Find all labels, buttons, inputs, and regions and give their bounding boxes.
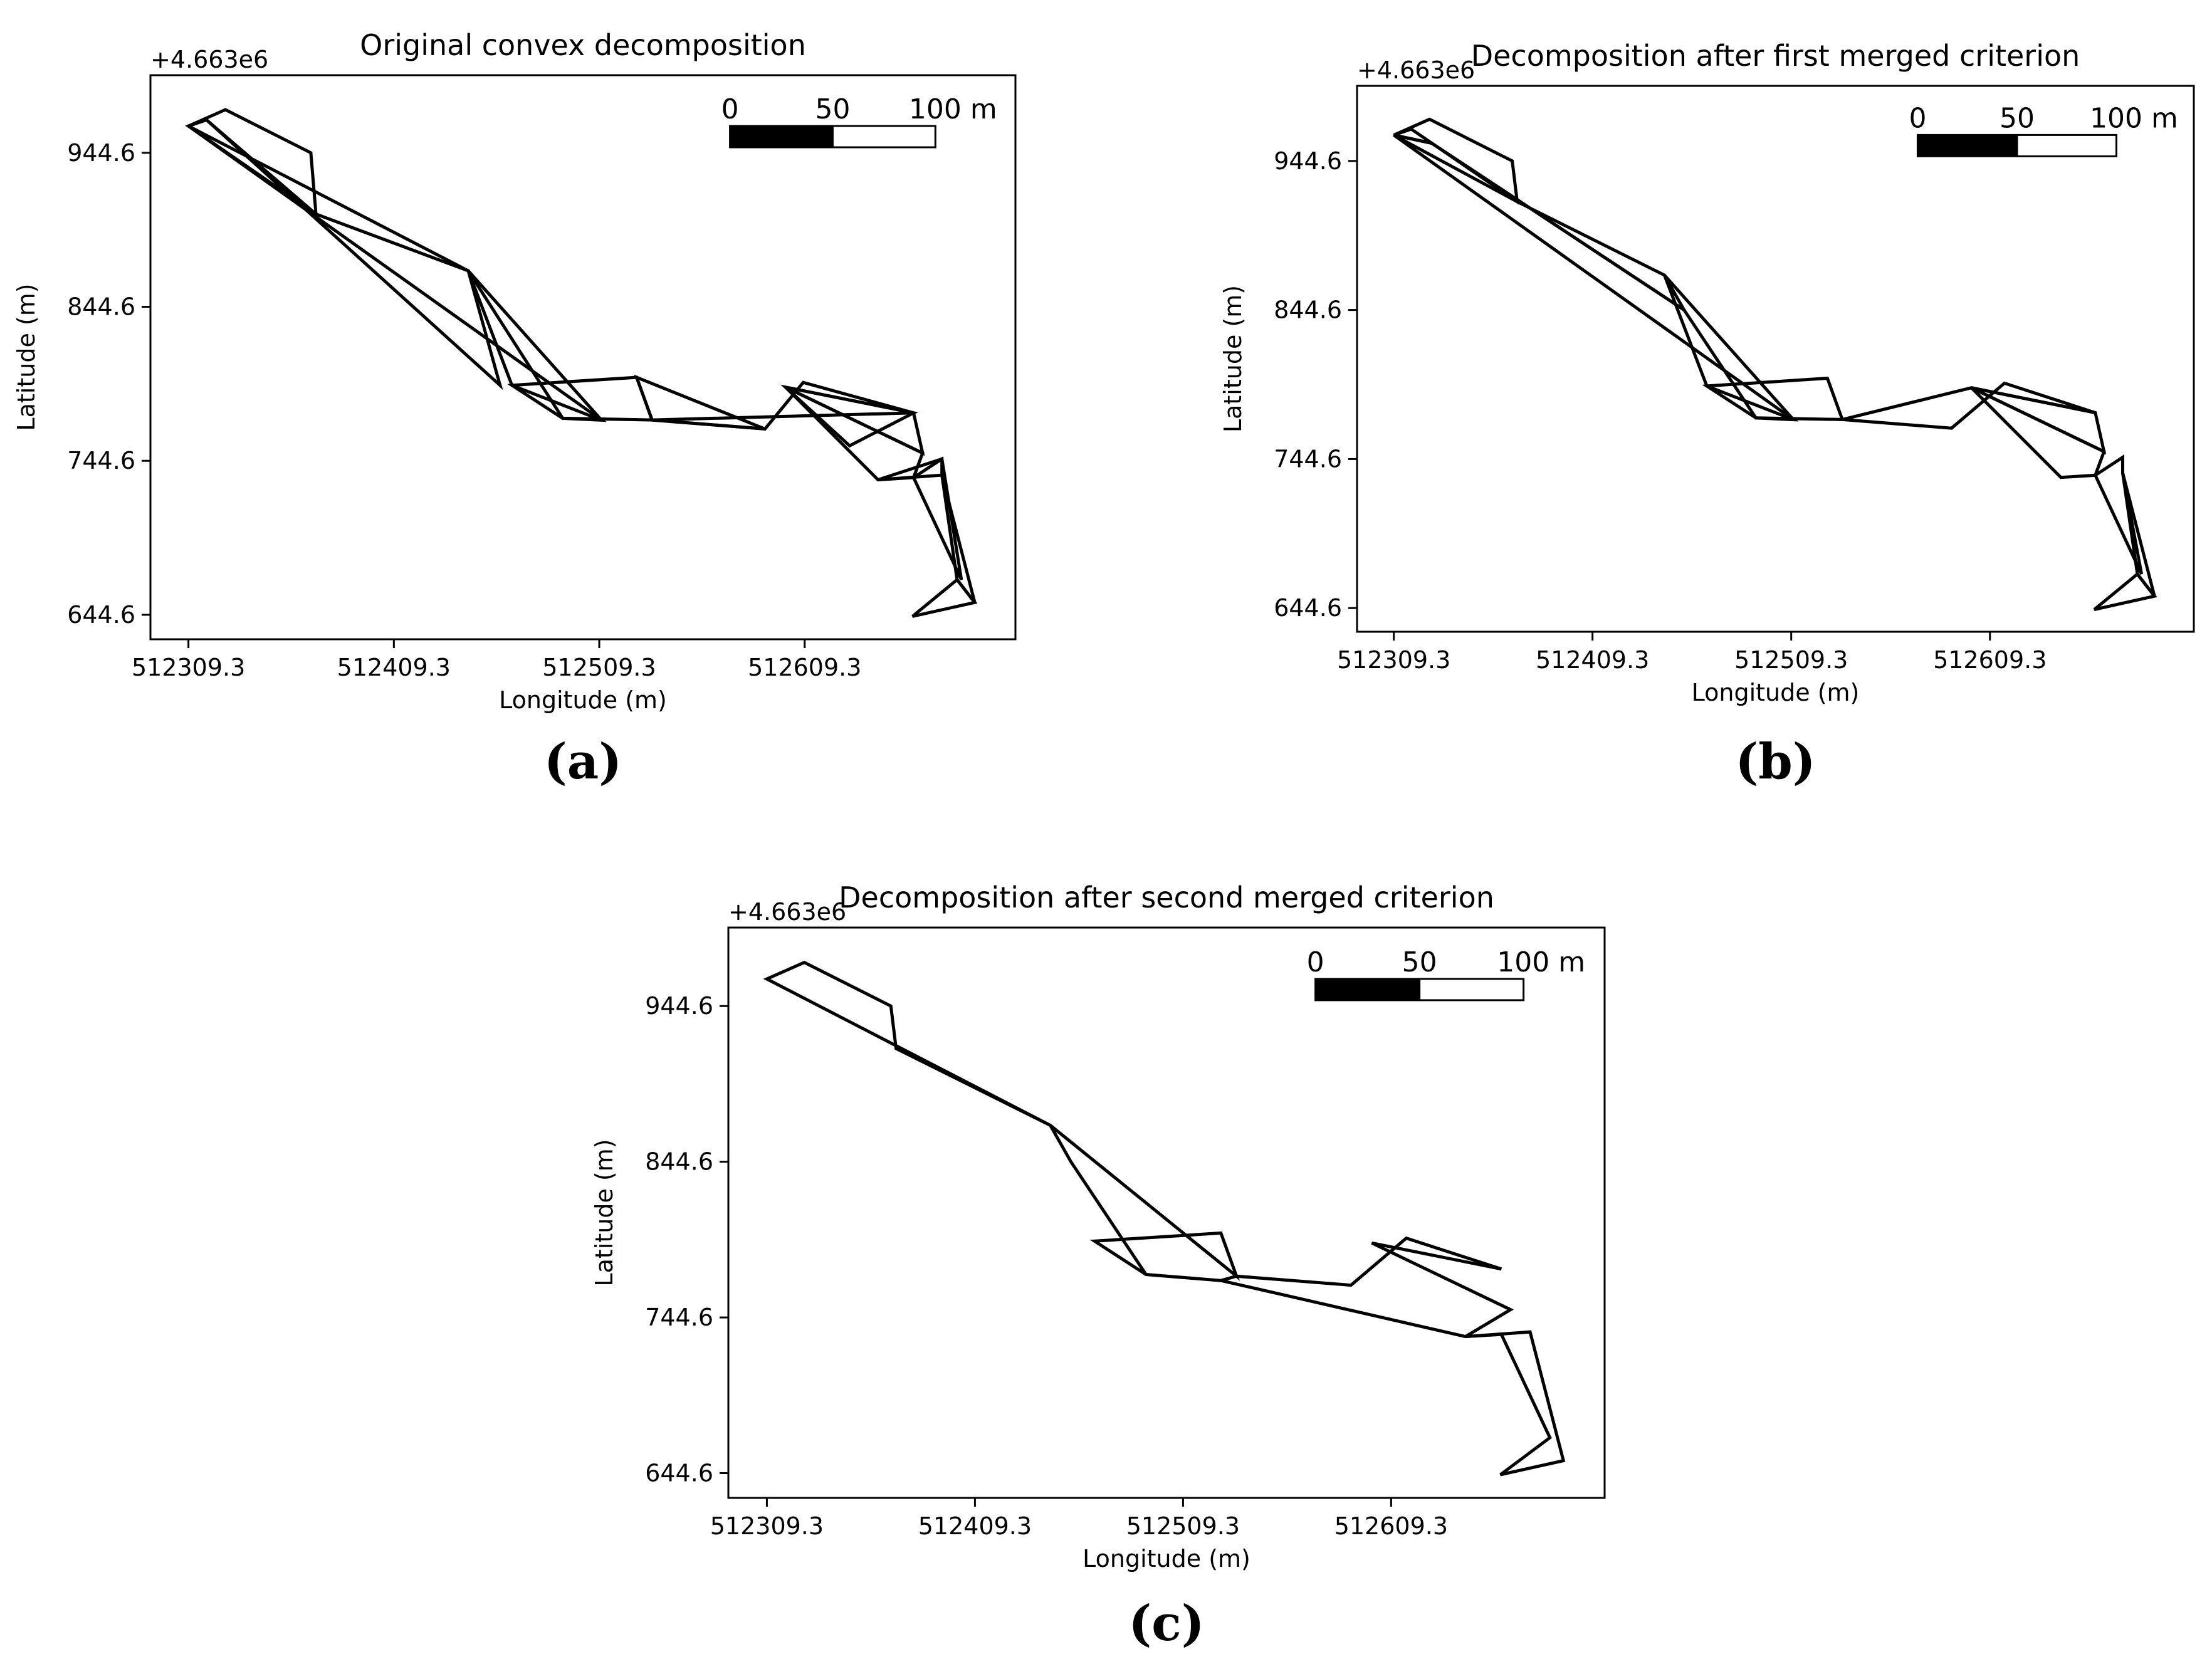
decomposition-cell-2 [1393, 133, 1685, 311]
x-tick-label: 512409.3 [1536, 646, 1649, 674]
chart-title: Decomposition after first merged criteri… [1471, 39, 2080, 73]
x-tick-label: 512609.3 [1933, 646, 2047, 674]
scale-bar-black-segment [1916, 133, 2018, 157]
y-axis-label: Latitude (m) [1219, 285, 1247, 432]
y-tick-label: 944.6 [67, 139, 135, 167]
x-tick-label: 512609.3 [748, 654, 861, 681]
decomposition-cell-12 [911, 456, 963, 580]
scale-bar-black-segment [729, 125, 834, 149]
scale-bar-label: 50 [815, 93, 850, 125]
x-axis-label: Longitude (m) [499, 686, 667, 714]
decomposition-cell-11 [878, 456, 944, 481]
axis-offset-label: +4.663e6 [150, 46, 268, 73]
scale-bar: 0 50 100 m [1909, 102, 2178, 157]
scale-bar-label: 0 [721, 93, 739, 125]
panel-caption: (c) [1128, 1595, 1204, 1652]
panel-b: 512309.3 512409.3 512509.3 512609.3 944.6 844… [1219, 39, 2195, 790]
scale-bar-label: 50 [1402, 946, 1437, 978]
decomposition-cell-4 [1663, 274, 1795, 421]
decomposition-cell-1 [1393, 117, 1519, 205]
decomposition-cell-1 [763, 960, 1566, 1477]
x-tick-label: 512609.3 [1334, 1512, 1448, 1540]
y-tick-label: 744.6 [67, 447, 135, 474]
scale-bar: 0 50 100 m [721, 93, 997, 149]
y-tick-label: 844.6 [1274, 296, 1342, 324]
scale-bar-label: 100 m [909, 93, 997, 125]
panel-caption: (a) [544, 733, 622, 790]
axes-frame [149, 74, 1017, 641]
y-tick-label: 944.6 [645, 992, 713, 1020]
scale-bar-label: 50 [2000, 102, 2035, 134]
decomposition-cell-14 [911, 577, 978, 618]
x-axis-label: Longitude (m) [1082, 1545, 1250, 1572]
axes-frame [727, 926, 1606, 1499]
panel-a: 512309.3 512409.3 512509.3 512609.3 944.6 844… [13, 28, 1017, 790]
scale-bar-label: 0 [1307, 946, 1324, 978]
y-tick-label: 644.6 [1274, 594, 1342, 622]
x-tick-label: 512309.3 [1337, 646, 1450, 674]
x-axis-label: Longitude (m) [1692, 679, 1860, 706]
y-tick-label: 744.6 [1274, 445, 1342, 473]
y-axis-label: Latitude (m) [13, 283, 40, 431]
y-tick-label: 644.6 [67, 601, 135, 629]
decomposition-cell-6 [1842, 381, 2096, 430]
x-tick-label: 512409.3 [918, 1512, 1032, 1540]
decomposition-cell-2 [185, 118, 503, 390]
decomposition-cell-11 [2093, 572, 2157, 612]
decomposition-cell-3 [187, 124, 607, 422]
scale-bar-label: 100 m [2090, 102, 2178, 134]
x-tick-label: 512509.3 [1126, 1512, 1240, 1540]
chart-title: Decomposition after second merged criter… [839, 881, 1494, 914]
x-tick-label: 512509.3 [1734, 646, 1848, 674]
scale-bar-white-segment [2016, 133, 2117, 157]
chart-title: Original convex decomposition [360, 28, 806, 62]
axis-offset-label: +4.663e6 [1357, 56, 1475, 84]
scale-bar: 0 50 100 m [1307, 946, 1585, 1002]
y-tick-label: 844.6 [67, 293, 135, 321]
y-tick-label: 944.6 [1274, 147, 1342, 175]
decomposition-cell-7 [652, 380, 915, 431]
y-tick-label: 744.6 [645, 1304, 713, 1331]
scale-bar-black-segment [1314, 978, 1421, 1002]
scale-bar-label: 100 m [1497, 946, 1585, 978]
scale-bar-white-segment [831, 125, 936, 149]
panel-c: 512309.3 512409.3 512509.3 512609.3 944.6 844… [590, 881, 1606, 1652]
y-axis-label: Latitude (m) [590, 1139, 618, 1286]
x-tick-label: 512509.3 [542, 654, 656, 681]
decomposition-cell-4 [466, 269, 603, 422]
x-tick-label: 512309.3 [710, 1512, 824, 1540]
axes-frame [1356, 85, 2195, 633]
decomposition-cell-3 [1393, 133, 1799, 422]
axis-offset-label: +4.663e6 [728, 898, 846, 926]
scale-bar-label: 0 [1909, 102, 1926, 134]
x-tick-label: 512409.3 [337, 654, 451, 681]
scale-bar-white-segment [1418, 978, 1525, 1002]
y-tick-label: 844.6 [645, 1148, 713, 1176]
y-tick-label: 644.6 [645, 1459, 713, 1487]
x-tick-label: 512309.3 [132, 654, 245, 681]
panel-caption: (b) [1735, 733, 1815, 790]
